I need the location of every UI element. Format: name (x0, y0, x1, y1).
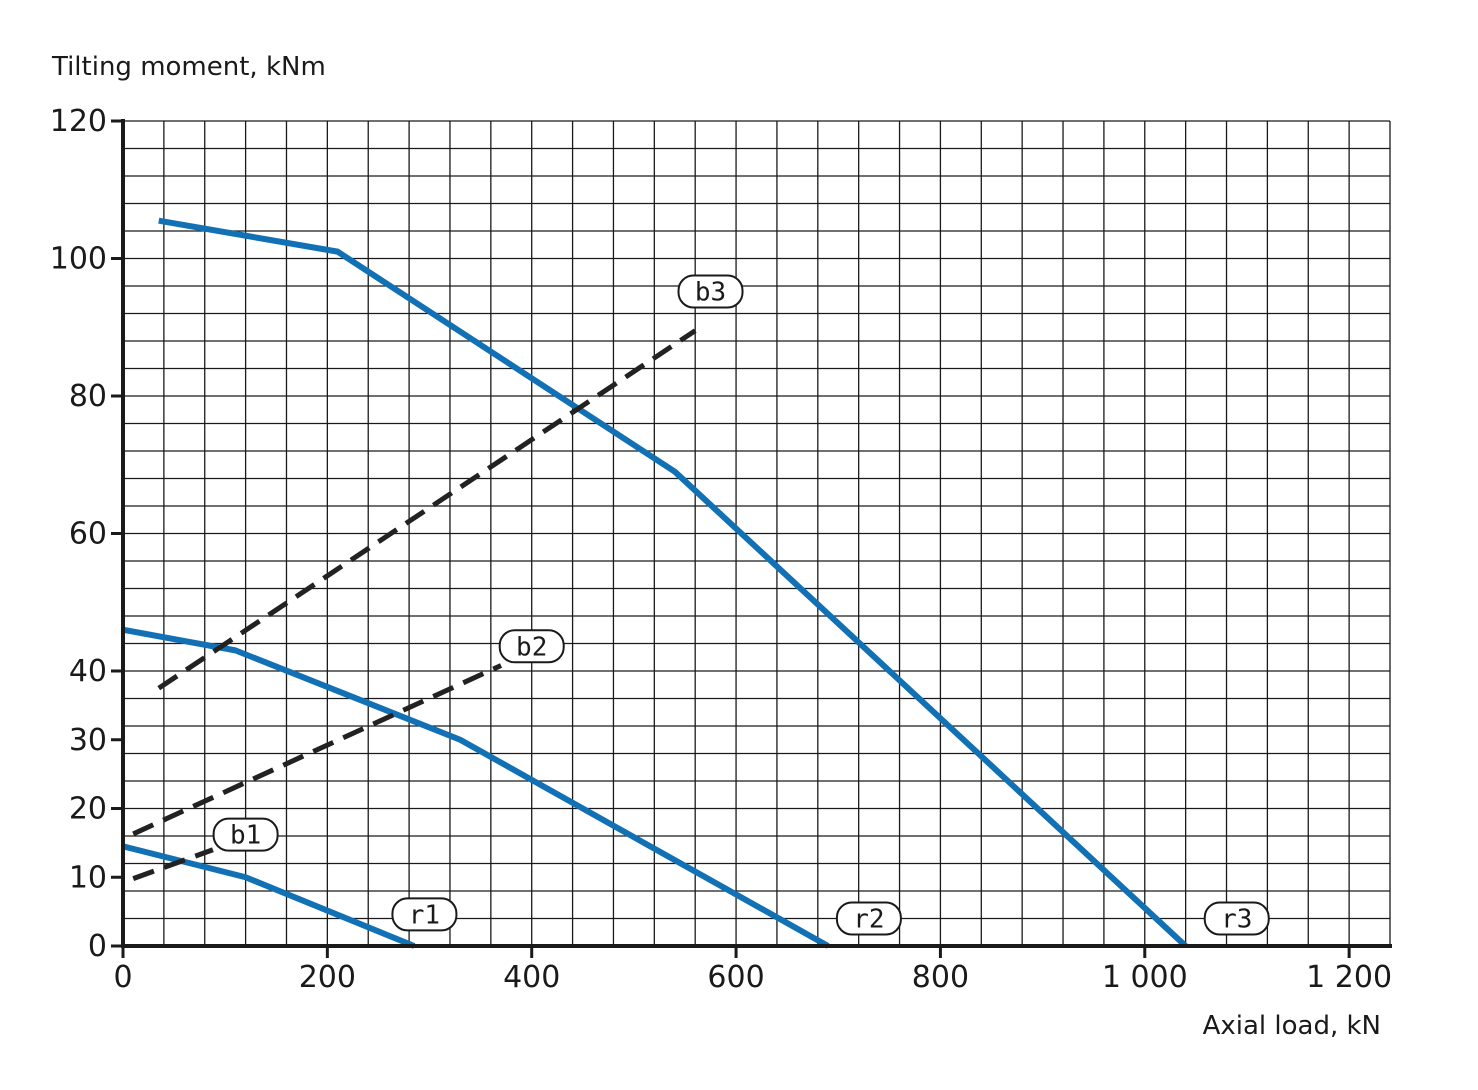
curve-b2 (132, 663, 503, 837)
y-tick-label: 120 (50, 104, 107, 139)
ticks: 0 200 400 600 800 1 000 1 200 0 10 20 30 40 60 80 100 1… (50, 104, 1392, 995)
curve-label-text: r2 (853, 905, 884, 935)
curve-label-b2: b2 (498, 629, 565, 664)
curve-label-b1: b1 (212, 817, 279, 852)
x-tick-label: 1 000 (1102, 960, 1188, 995)
x-tick-label: 800 (912, 960, 969, 995)
x-tick-label: 600 (707, 960, 764, 995)
y-tick-label: 80 (69, 379, 107, 414)
curve-label-r2: r2 (835, 901, 902, 936)
curve-r1 (122, 843, 416, 949)
y-tick-label: 30 (69, 723, 107, 758)
y-tick-label: 10 (69, 860, 107, 895)
curve-label-text: b1 (230, 821, 261, 851)
x-tick-label: 200 (299, 960, 356, 995)
y-tick-label: 100 (50, 242, 107, 277)
curve-label-text: r1 (409, 900, 440, 930)
curve-label-text: b2 (516, 632, 547, 662)
plot-curves (122, 217, 1188, 949)
curve-b3 (157, 328, 697, 691)
curve-label-box (212, 817, 279, 852)
y-tick-label: 60 (69, 517, 107, 552)
curve-label-box (391, 897, 458, 932)
curve-label-text: r3 (1221, 905, 1252, 935)
x-tick-label: 400 (503, 960, 560, 995)
curve-label-b3: b3 (677, 274, 744, 309)
curve-b1 (132, 847, 214, 881)
curve-r2 (122, 626, 830, 949)
y-axis-title: Tilting moment, kNm (51, 52, 326, 82)
curve-label-box (498, 629, 565, 664)
grid (123, 120, 1391, 946)
x-axis-title: Axial load, kN (1203, 1011, 1381, 1041)
curve-label-box (677, 274, 744, 309)
curve-label-r3: r3 (1203, 901, 1270, 936)
curve-label-box (835, 901, 902, 936)
curve-r3 (158, 217, 1188, 949)
x-tick-label: 1 200 (1306, 960, 1392, 995)
curve-label-text: b3 (695, 278, 726, 308)
curve-label-r1: r1 (391, 897, 458, 932)
y-tick-label: 20 (69, 792, 107, 827)
x-tick-label: 0 (113, 960, 132, 995)
y-tick-label: 0 (88, 929, 107, 964)
y-tick-label: 40 (69, 654, 107, 689)
curve-label-box (1203, 901, 1270, 936)
curve-labels: r1 r2 r3 b1 b2 b3 (212, 274, 1270, 936)
